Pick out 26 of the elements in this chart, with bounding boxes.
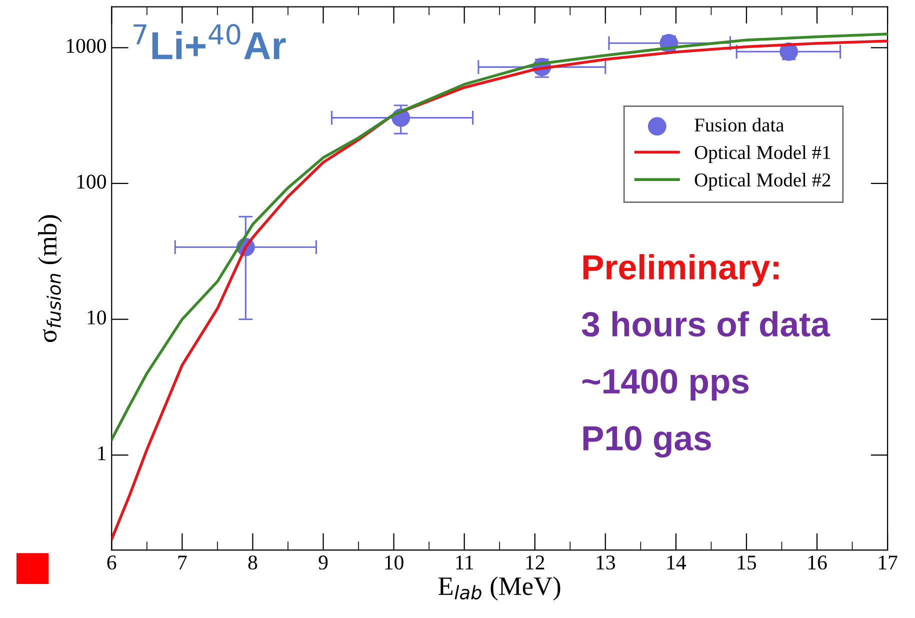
x-tick-label: 15 <box>738 556 756 570</box>
annotation: P10 gas <box>583 426 711 458</box>
x-tick-label: 16 <box>808 556 827 570</box>
annotation: 3 hours of data <box>582 311 830 337</box>
x-tick-label: 11 <box>456 556 474 570</box>
x-tick-label: 6 <box>107 556 116 570</box>
annotation: Preliminary: <box>583 254 778 286</box>
y-tick-label: 1000 <box>66 38 106 53</box>
y-tick-label: 100 <box>77 174 106 189</box>
x-tick-label: 12 <box>526 556 544 570</box>
x-tick-label: 8 <box>248 555 258 570</box>
x-tick-label: 13 <box>596 556 615 570</box>
y-tick-label: 1 <box>98 446 106 460</box>
y-tick-label: 10 <box>88 310 106 325</box>
x-tick-label: 7 <box>178 556 187 570</box>
chart-title: $^{7}$Li+$^{40}$Ar <box>134 24 286 60</box>
legend-label: Optical Model #2 <box>694 172 830 191</box>
x-tick-label: 17 <box>878 556 898 570</box>
x-tick-label: 14 <box>667 556 686 570</box>
legend-label: Fusion data <box>694 118 784 132</box>
legend-label: Optical Model #1 <box>694 145 830 164</box>
x-axis-title: E$_{lab}$ (MeV) <box>438 576 560 600</box>
y-axis-title: σ$_{fusion}$ (mb) <box>38 215 62 342</box>
annotation: ~1400 pps <box>582 369 749 401</box>
x-tick-label: 9 <box>318 556 328 570</box>
x-tick-label: 10 <box>385 555 404 570</box>
